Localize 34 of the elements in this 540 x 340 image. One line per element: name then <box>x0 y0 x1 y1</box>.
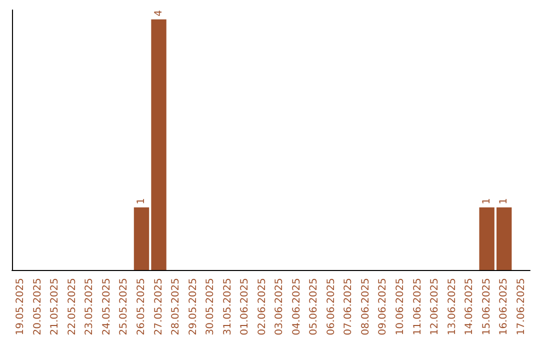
x-tick-label: 16.06.2025 <box>498 278 510 336</box>
x-tick-label: 14.06.2025 <box>464 278 476 336</box>
x-tick-label: 30.05.2025 <box>205 278 216 336</box>
x-tick-label: 04.06.2025 <box>291 278 302 336</box>
x-tick-label: 21.05.2025 <box>50 278 61 336</box>
x-tick-label: 20.05.2025 <box>32 278 44 336</box>
x-tick-label: 05.06.2025 <box>308 278 320 336</box>
x-tick-label: 03.06.2025 <box>274 278 286 336</box>
x-tick-label: 01.06.2025 <box>240 278 251 336</box>
x-tick-label: 12.06.2025 <box>430 278 441 336</box>
data-label: 1 <box>481 198 492 204</box>
x-tick-label: 23.05.2025 <box>84 278 96 336</box>
x-tick-label: 24.05.2025 <box>101 278 112 336</box>
x-tick-label: 25.05.2025 <box>118 278 130 336</box>
data-label: 1 <box>136 198 147 204</box>
x-tick-label: 27.05.2025 <box>153 278 164 336</box>
x-tick-label: 13.06.2025 <box>446 278 458 336</box>
x-tick-label: 07.06.2025 <box>343 278 354 336</box>
x-tick-label: 02.06.2025 <box>256 278 268 336</box>
x-tick-label: 09.06.2025 <box>378 278 389 336</box>
x-tick-label: 19.05.2025 <box>15 278 26 336</box>
x-tick-label: 22.05.2025 <box>66 278 78 336</box>
x-tick-label: 17.06.2025 <box>516 278 527 336</box>
x-tick-label: 26.05.2025 <box>136 278 147 336</box>
x-tick-label: 31.05.2025 <box>222 278 234 336</box>
x-tick-label: 28.05.2025 <box>170 278 182 336</box>
x-tick-label: 29.05.2025 <box>188 278 199 336</box>
x-tick-label: 06.06.2025 <box>326 278 337 336</box>
x-tick-label: 10.06.2025 <box>395 278 406 336</box>
data-label: 4 <box>153 10 164 16</box>
data-label: 1 <box>498 198 510 204</box>
x-tick-label: 15.06.2025 <box>481 278 492 336</box>
x-tick-label: 11.06.2025 <box>412 278 424 336</box>
x-tick-label: 08.06.2025 <box>360 278 372 336</box>
